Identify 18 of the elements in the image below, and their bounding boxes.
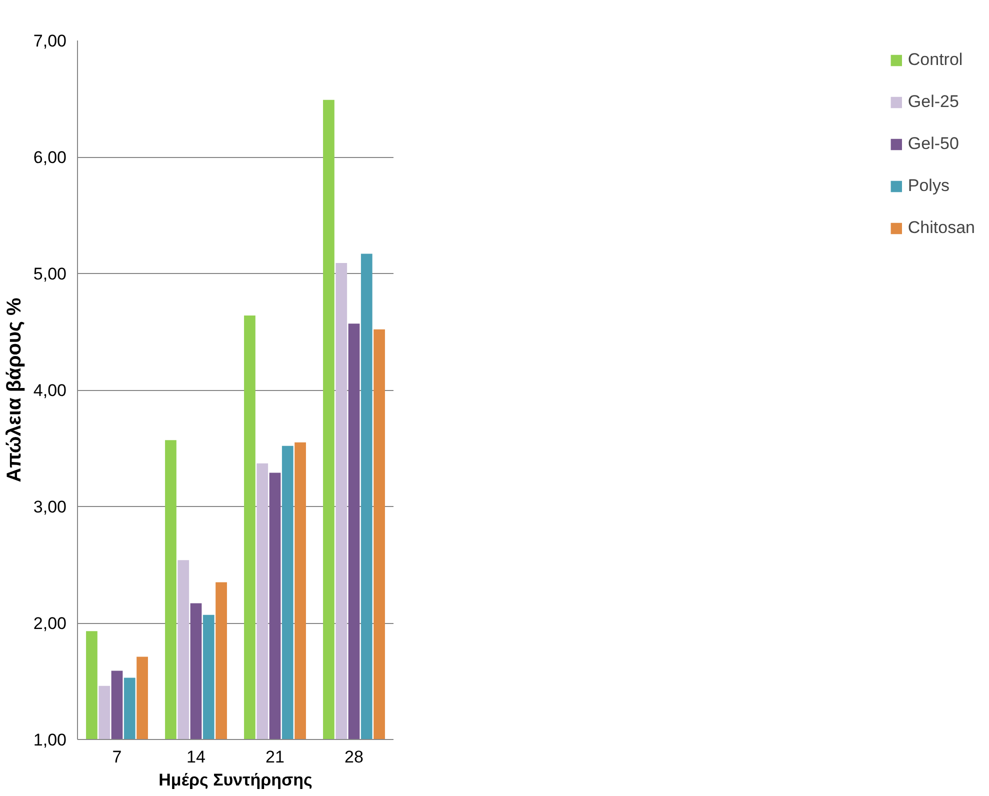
x-tick-label: 21 [266, 748, 284, 766]
y-tick-label: 2,00 [33, 614, 67, 633]
y-tick-label: 3,00 [33, 498, 67, 516]
legend-label: Gel-50 [908, 134, 959, 154]
legend-label: Polys [908, 176, 950, 196]
legend-label: Control [908, 50, 963, 70]
y-axis-title: Απώλεια βάρους % [3, 297, 26, 482]
x-axis-title: Ημέρς Συντήρησης [158, 770, 313, 790]
x-tick-label: 28 [344, 748, 364, 766]
x-tick-label: 7 [112, 748, 122, 766]
y-tick-label: 4,00 [33, 381, 67, 400]
legend-label: Gel-25 [908, 92, 959, 112]
legend-label: Chitosan [908, 218, 975, 238]
y-tick-label: 7,00 [33, 32, 67, 50]
y-tick-label: 1,00 [33, 730, 67, 750]
y-tick-label: 6,00 [33, 148, 67, 167]
y-tick-label: 5,00 [33, 264, 67, 284]
x-tick-label: 14 [186, 748, 206, 766]
